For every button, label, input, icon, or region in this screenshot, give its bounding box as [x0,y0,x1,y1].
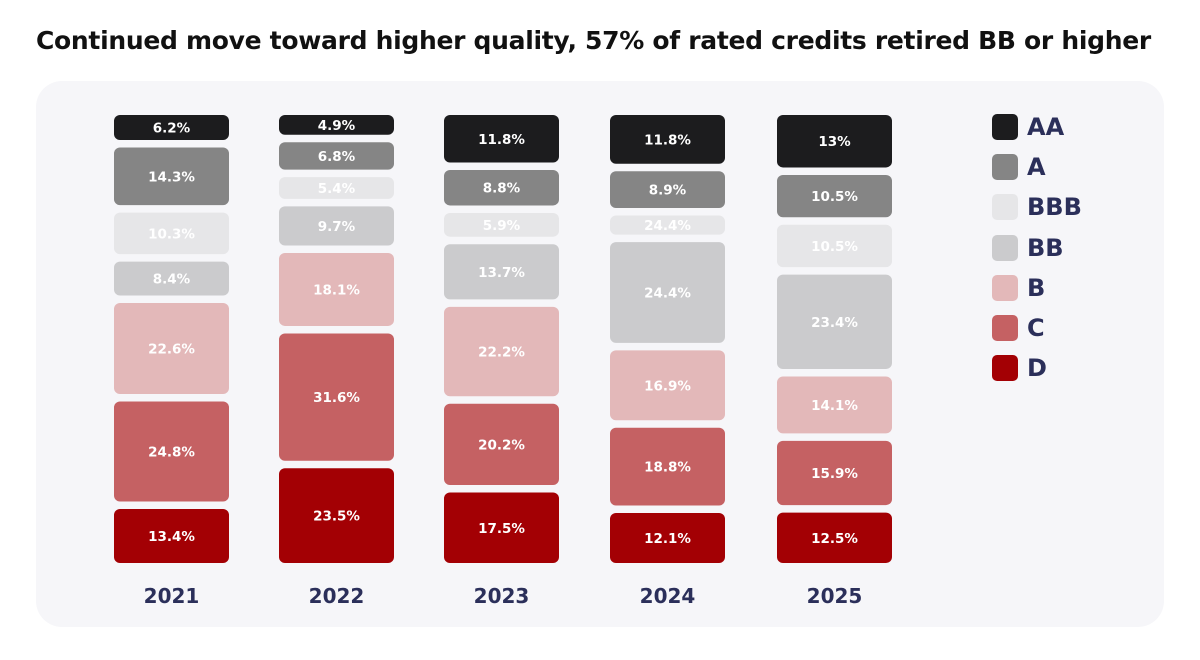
legend-item-aa: AA [992,114,1082,140]
bar-segment-2022-bb [279,206,394,246]
stacked-bar-chart: 6.2% 14.3% 10.3% 8.4% 22.6% 24.8% 13.4% 2021 4.9… [114,115,892,608]
bar-segment-2021-d [114,509,229,563]
bar-segment-2021-b [114,302,229,395]
data-label-2025-bb: 23.4% [811,315,858,331]
bar-segment-2021-aa [114,115,229,140]
data-label-2023-aa: 11.8% [478,132,525,148]
category-label-2021: 2021 [144,584,200,608]
bar-segment-2025-bb [777,274,892,370]
data-label-2022-c: 31.6% [313,390,360,406]
bar-segment-2025-d [777,512,892,563]
category-label-2023: 2023 [474,584,530,608]
bar-segment-2023-bb [444,244,559,300]
data-label-2022-bbb: 5.4% [318,181,356,197]
data-label-2025-c: 15.9% [811,466,858,482]
bar-segment-2025-bbb [777,224,892,268]
data-label-2024-b: 16.9% [644,378,691,394]
bar-segment-2023-b [444,306,559,397]
bar-segment-2023-c [444,403,559,486]
bar-segment-2024-bb [610,242,725,343]
category-label-2022: 2022 [309,584,365,608]
bar-segment-2024-a [610,171,725,209]
legend-swatch-c [992,314,1018,341]
data-label-2021-c: 24.8% [148,445,195,461]
legend-swatch-aa [992,114,1018,140]
data-label-2022-b: 18.1% [313,282,360,298]
data-label-2024-d: 12.1% [644,531,691,547]
data-label-2023-b: 22.2% [478,345,525,361]
data-label-2023-bbb: 5.9% [483,218,521,234]
data-label-2023-a: 8.8% [483,181,521,197]
bar-segment-2021-bbb [114,212,229,255]
legend-swatch-b [992,274,1018,301]
data-label-2024-a: 8.9% [649,183,687,199]
data-label-2021-d: 13.4% [148,529,195,545]
bar-segment-2022-b [279,253,394,326]
bar-segment-2025-aa [777,115,892,168]
bar-segment-2021-a [114,147,229,206]
legend-item-b: B [992,273,1082,302]
chart-title: Continued move toward higher quality, 57… [36,26,1151,55]
bar-segment-2023-a [444,170,559,206]
data-label-2021-b: 22.6% [148,342,195,358]
data-label-2022-bb: 9.7% [318,219,356,235]
legend-label-c: C [1027,313,1045,342]
legend-label-bb: BB [1027,233,1064,262]
legend-label-a: A [1027,153,1046,182]
legend-item-bbb: BBB [992,193,1082,222]
data-label-2025-aa: 13% [818,134,851,150]
data-label-2024-bb: 24.4% [644,286,691,302]
bar-segment-2021-c [114,401,229,502]
bar-segment-2022-bbb [279,177,394,199]
bar-segment-2024-d [610,512,725,563]
bar-segment-2024-aa [610,115,725,164]
data-label-2021-a: 14.3% [148,169,195,185]
data-label-2022-aa: 4.9% [318,118,356,134]
bar-segment-2025-a [777,174,892,218]
legend-swatch-d [992,355,1018,382]
data-label-2023-c: 20.2% [478,437,525,453]
legend-item-bb: BB [992,233,1082,262]
bar-segment-2023-d [444,492,559,563]
legend-label-aa: AA [1027,113,1065,141]
legend-item-c: C [992,313,1082,342]
data-label-2025-d: 12.5% [811,531,858,547]
bar-segment-2021-bb [114,261,229,296]
data-label-2021-bb: 8.4% [153,272,191,288]
chart-legend: AA A BBB BB B C D [992,114,1082,395]
legend-label-b: B [1027,273,1046,302]
bar-segment-2025-b [777,376,892,434]
data-label-2025-b: 14.1% [811,398,858,414]
data-label-2023-d: 17.5% [478,521,525,537]
data-label-2025-bbb: 10.5% [811,239,858,255]
category-label-2025: 2025 [807,584,863,608]
legend-swatch-bb [992,234,1018,261]
legend-label-bbb: BBB [1027,193,1082,222]
data-label-2024-aa: 11.8% [644,132,691,148]
data-label-2022-a: 6.8% [318,149,356,165]
legend-swatch-a [992,154,1018,181]
data-label-2021-aa: 6.2% [153,120,191,136]
bar-segment-2023-aa [444,115,559,163]
bar-segment-2024-c [610,427,725,506]
bar-segment-2022-c [279,333,394,461]
data-label-2023-bb: 13.7% [478,265,525,281]
legend-item-a: A [992,153,1082,182]
bar-segment-2023-bbb [444,212,559,237]
legend-swatch-bbb [992,194,1018,221]
data-label-2022-d: 23.5% [313,509,360,525]
bar-segment-2025-c [777,440,892,506]
bar-segment-2022-aa [279,115,394,135]
bar-segment-2022-a [279,142,394,170]
data-label-2024-bbb: 24.4% [644,218,691,234]
legend-item-d: D [992,354,1082,383]
bar-segment-2024-b [610,350,725,421]
data-label-2025-a: 10.5% [811,189,858,205]
data-label-2024-c: 18.8% [644,460,691,476]
data-label-2021-bbb: 10.3% [148,226,195,242]
bar-segment-2022-d [279,468,394,564]
legend-label-d: D [1027,354,1047,383]
bar-segment-2024-bbb [610,215,725,235]
category-label-2024: 2024 [640,584,696,608]
